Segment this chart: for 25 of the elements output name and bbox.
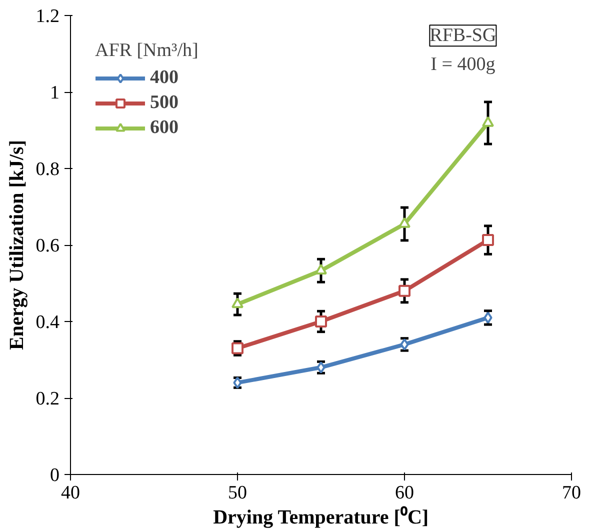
point [482, 116, 494, 127]
point [398, 284, 410, 297]
x-axis-title: Drying Temperature [⁰C] [213, 506, 429, 528]
point [398, 217, 410, 228]
y-tick-label: 0 [50, 465, 60, 486]
legend-label: 500 [150, 92, 178, 114]
point [315, 316, 327, 328]
x-tick-label: 60 [395, 482, 414, 504]
y-tick-label: 1.2 [36, 6, 60, 27]
y-tick-label: 0.4 [36, 312, 60, 333]
legend-label: 400 [150, 67, 178, 89]
x-tick-label: 50 [228, 482, 247, 504]
legend-title: AFR [Nm³/h] [95, 40, 198, 62]
y-tick-label: 0.2 [36, 388, 60, 410]
annotation: I = 400g [430, 54, 496, 75]
y-tick-label: 0.6 [36, 236, 60, 256]
point [232, 298, 244, 308]
x-tick-label: 70 [562, 482, 581, 504]
legend-label: 600 [150, 117, 178, 139]
y-tick-label: 1 [50, 82, 60, 104]
point [482, 234, 494, 246]
y-axis-title: Energy Utilization [kJ/s] [6, 140, 28, 350]
y-tick-label: 0.8 [36, 159, 60, 180]
x-tick-label: 40 [61, 482, 80, 504]
point [315, 264, 327, 275]
